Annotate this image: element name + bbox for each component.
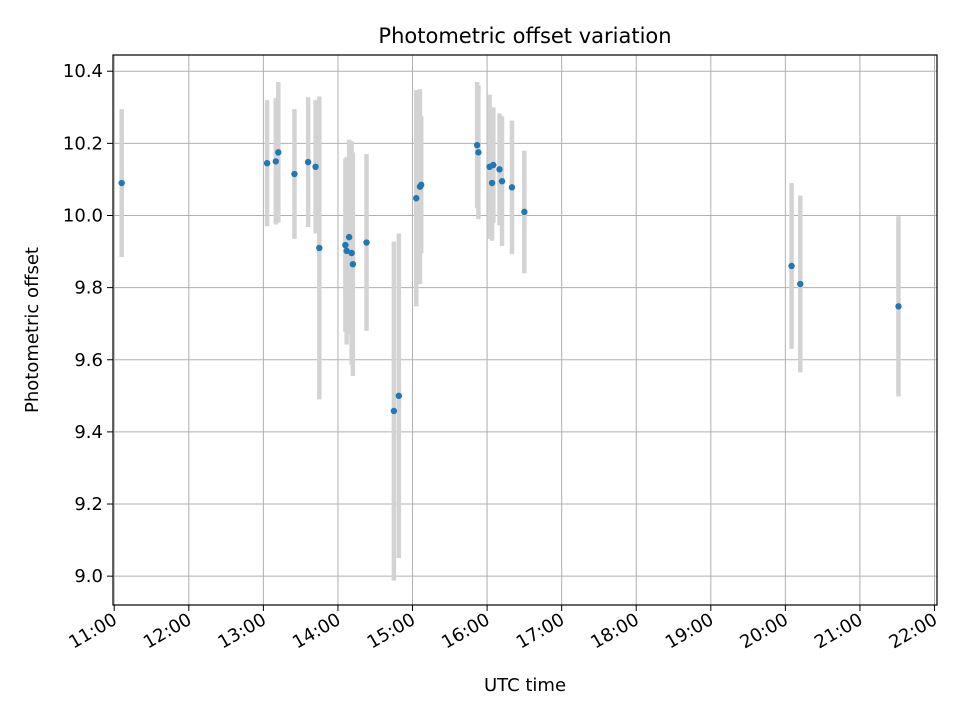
data-point <box>488 179 496 187</box>
data-point <box>797 280 804 288</box>
data-point <box>508 184 516 191</box>
data-point <box>349 260 357 268</box>
data-point <box>343 247 350 255</box>
data-point <box>496 166 503 173</box>
y-tick-label: 10.4 <box>63 61 103 82</box>
data-point <box>342 241 349 249</box>
data-point <box>304 158 312 166</box>
data-points <box>118 141 902 415</box>
y-tick-label: 9.8 <box>74 278 103 299</box>
data-point <box>475 149 482 156</box>
y-axis-label: Photometric offset <box>22 247 43 413</box>
data-point <box>395 392 403 400</box>
grid-lines <box>113 55 937 605</box>
data-point <box>275 149 282 156</box>
data-point <box>473 141 481 149</box>
data-point <box>263 159 271 167</box>
y-tick-label: 9.2 <box>74 494 103 515</box>
data-point <box>413 194 420 202</box>
y-axis-ticks: 9.0 9.2 9.4 9.6 9.8 10.0 10.2 10.4 <box>63 61 113 587</box>
data-point <box>272 158 280 165</box>
data-point <box>348 249 355 257</box>
y-tick-label: 10.2 <box>63 133 103 154</box>
data-point <box>521 208 528 216</box>
chart-title: Photometric offset variation <box>378 24 671 48</box>
data-point <box>316 244 323 252</box>
y-tick-label: 9.0 <box>74 566 103 587</box>
data-point <box>418 181 425 189</box>
data-point <box>390 407 398 415</box>
data-point <box>118 179 125 187</box>
data-point <box>788 262 795 270</box>
data-point <box>498 178 506 185</box>
y-tick-label: 9.6 <box>74 350 103 371</box>
data-point <box>291 170 298 178</box>
data-point <box>312 163 319 171</box>
data-point <box>345 233 353 241</box>
data-point <box>490 161 497 169</box>
x-axis-label: UTC time <box>484 675 566 696</box>
y-tick-label: 9.4 <box>74 422 103 443</box>
data-point <box>895 303 902 310</box>
data-point <box>363 239 370 246</box>
plot-frame <box>112 54 938 606</box>
y-tick-label: 10.0 <box>63 205 103 226</box>
